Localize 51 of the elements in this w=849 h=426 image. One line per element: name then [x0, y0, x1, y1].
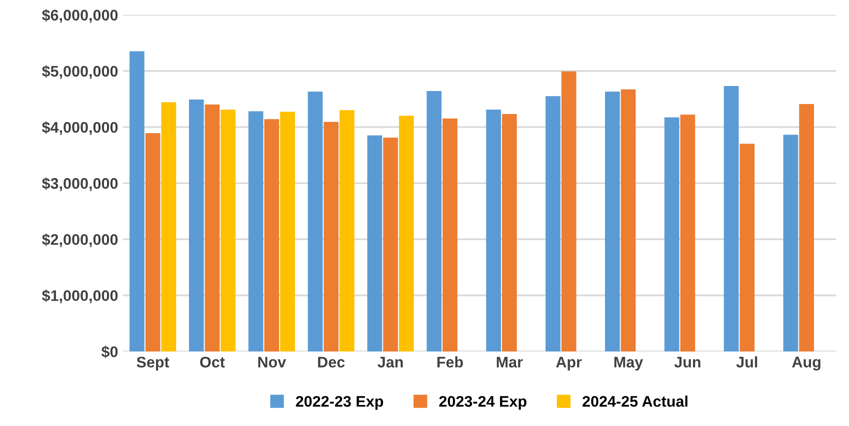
y-tick-label: $5,000,000 — [42, 65, 118, 79]
bar — [308, 92, 323, 352]
bar — [145, 133, 160, 352]
bar — [130, 51, 144, 352]
bar — [664, 117, 680, 352]
x-tick-label: May — [614, 356, 644, 371]
x-tick-label: Aug — [792, 356, 820, 371]
bar — [204, 104, 220, 352]
x-tick-label: Nov — [258, 356, 286, 368]
bar — [188, 99, 204, 352]
y-tick-label: $3,000,000 — [42, 177, 118, 192]
bar — [340, 110, 354, 352]
bar — [783, 134, 798, 352]
x-tick-label: Sept — [136, 356, 170, 371]
y-tick-label: $0 — [101, 346, 118, 358]
bar — [561, 71, 576, 352]
y-tick-label: $6,000,000 — [42, 9, 118, 23]
x-tick-label: Dec — [318, 356, 345, 368]
bar — [324, 122, 339, 352]
y-tick-label: $4,000,000 — [42, 121, 118, 135]
x-tick-label: Jun — [674, 356, 700, 368]
bar — [220, 110, 236, 352]
bar — [398, 116, 414, 352]
bar — [383, 138, 398, 352]
x-tick-label: Feb — [437, 356, 463, 368]
bar — [264, 119, 280, 352]
bar — [248, 111, 264, 352]
bar — [680, 114, 696, 352]
bar — [724, 86, 739, 352]
bar — [502, 114, 517, 352]
bar — [442, 118, 458, 352]
bar — [486, 110, 501, 352]
x-tick-label: Jan — [378, 356, 403, 368]
x-tick-label: Apr — [556, 356, 582, 371]
x-tick-label: Oct — [200, 356, 225, 368]
x-tick-label: Mar — [496, 356, 523, 368]
bar — [604, 92, 620, 352]
bar — [546, 96, 560, 352]
y-tick-label: $2,000,000 — [42, 233, 118, 248]
y-tick-label: $1,000,000 — [42, 290, 118, 304]
bar — [367, 135, 382, 352]
bar — [799, 104, 814, 352]
bar — [280, 112, 295, 352]
legend-label: 2024-25 Actual — [582, 396, 688, 407]
bar — [740, 144, 755, 352]
bar — [620, 89, 636, 352]
legend-label: 2023-24 Exp — [439, 396, 526, 410]
legend-label: 2022-23 Exp — [296, 396, 384, 410]
x-tick-label: Jul — [736, 356, 758, 368]
bar — [161, 102, 176, 352]
bar — [426, 91, 442, 352]
